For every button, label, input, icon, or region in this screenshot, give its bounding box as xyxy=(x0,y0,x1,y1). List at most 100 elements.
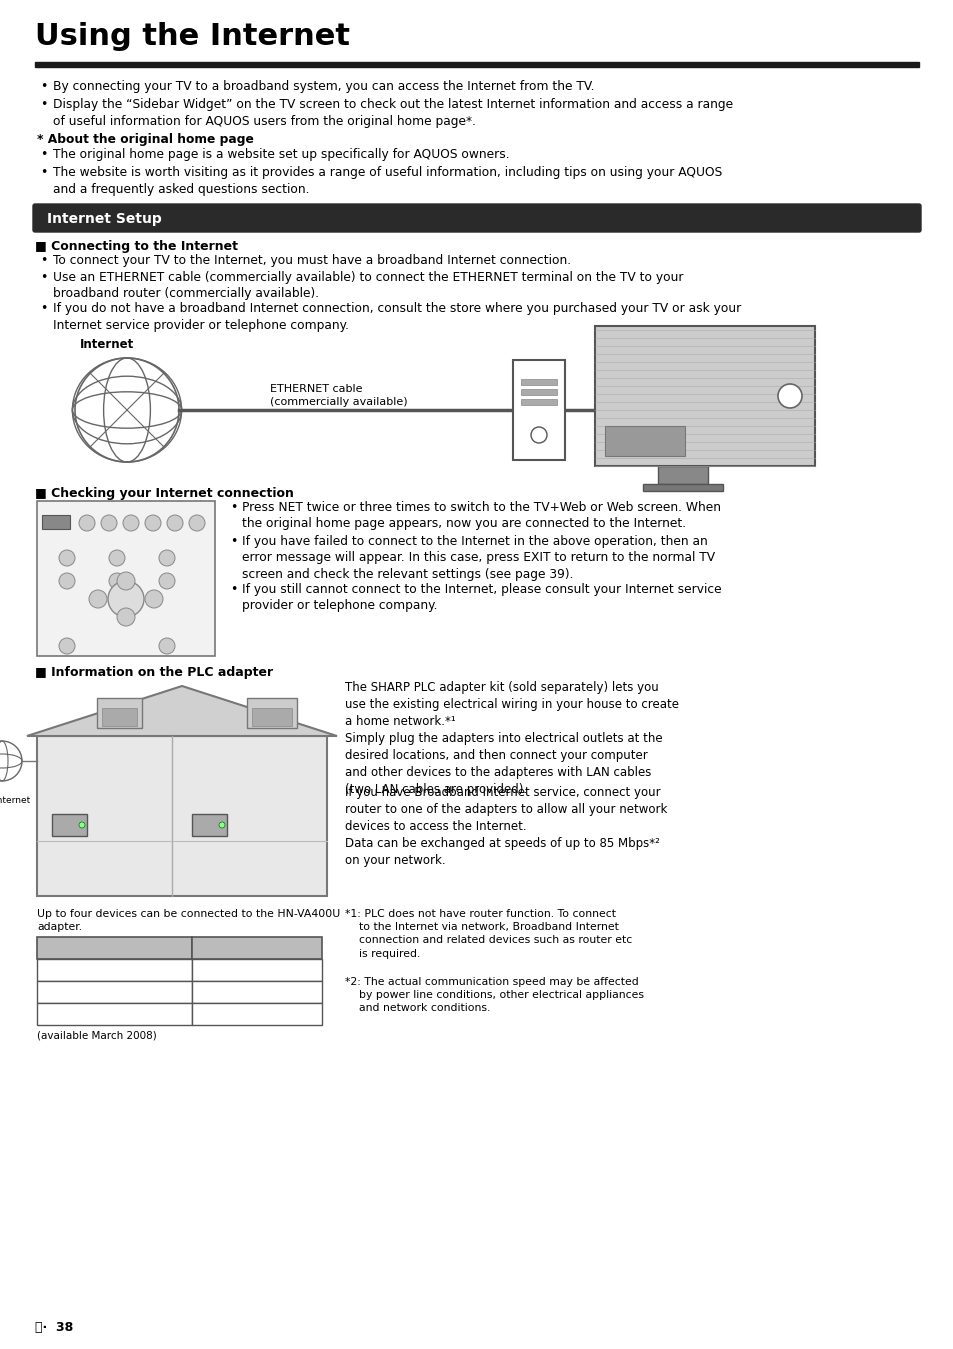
Text: ■ Checking your Internet connection: ■ Checking your Internet connection xyxy=(35,487,294,500)
Text: If you still cannot connect to the Internet, please consult your Internet servic: If you still cannot connect to the Inter… xyxy=(242,583,720,612)
Circle shape xyxy=(59,550,75,567)
Text: To connect your TV to the Internet, you must have a broadband Internet connectio: To connect your TV to the Internet, you … xyxy=(53,254,571,267)
Bar xyxy=(595,326,814,465)
Text: ENTER: ENTER xyxy=(116,596,136,602)
Circle shape xyxy=(117,608,135,626)
Text: Display the “Sidebar Widget” on the TV screen to check out the latest Internet i: Display the “Sidebar Widget” on the TV s… xyxy=(53,98,732,128)
Text: •: • xyxy=(40,302,48,316)
Bar xyxy=(520,389,557,395)
Bar xyxy=(192,959,322,981)
Bar xyxy=(604,426,684,456)
Circle shape xyxy=(59,573,75,590)
Bar xyxy=(192,813,227,836)
Circle shape xyxy=(79,822,85,828)
Circle shape xyxy=(89,590,107,608)
Text: RETURN: RETURN xyxy=(137,635,159,641)
Text: Press NET twice or three times to switch to the TV+Web or Web screen. When
the o: Press NET twice or three times to switch… xyxy=(242,500,720,530)
Text: *1: PLC does not have router function. To connect
    to the Internet via networ: *1: PLC does not have router function. T… xyxy=(345,909,632,959)
Polygon shape xyxy=(27,687,336,737)
Bar xyxy=(520,399,557,405)
Circle shape xyxy=(159,638,174,654)
Text: 4: 4 xyxy=(253,986,260,998)
Text: •: • xyxy=(230,500,237,514)
Bar xyxy=(37,981,192,1004)
Text: INPUT ʖBANNER: INPUT ʖBANNER xyxy=(42,521,81,526)
Text: VOL: VOL xyxy=(91,517,105,522)
Text: 1: 1 xyxy=(253,1008,260,1020)
Text: SURROUND: SURROUND xyxy=(45,546,73,550)
Text: (available March 2008): (available March 2008) xyxy=(37,1031,156,1040)
Text: If you do not have a broadband Internet connection, consult the store where you : If you do not have a broadband Internet … xyxy=(53,302,740,332)
Circle shape xyxy=(531,428,546,442)
Bar xyxy=(247,697,296,728)
Circle shape xyxy=(0,741,22,781)
Text: Internet: Internet xyxy=(80,339,134,351)
Circle shape xyxy=(159,573,174,590)
Text: •: • xyxy=(40,271,48,285)
Text: HN-VA100U: HN-VA100U xyxy=(81,1008,148,1020)
Bar xyxy=(37,500,214,656)
Circle shape xyxy=(59,638,75,654)
Text: Use an ETHERNET cable (commercially available) to connect the ETHERNET terminal : Use an ETHERNET cable (commercially avai… xyxy=(53,271,682,301)
Bar xyxy=(52,813,87,836)
Circle shape xyxy=(108,581,144,616)
Text: •: • xyxy=(40,166,48,179)
Circle shape xyxy=(123,515,139,532)
Bar xyxy=(35,62,918,67)
Bar xyxy=(642,484,722,491)
Bar xyxy=(42,515,70,529)
Text: HN-VA400U: HN-VA400U xyxy=(81,986,148,998)
Bar xyxy=(37,938,192,959)
Circle shape xyxy=(109,573,125,590)
Bar xyxy=(102,708,137,726)
Text: Number of ports: Number of ports xyxy=(202,942,312,955)
Circle shape xyxy=(145,515,161,532)
Circle shape xyxy=(778,384,801,407)
Text: ■ Information on the PLC adapter: ■ Information on the PLC adapter xyxy=(35,666,273,679)
Text: NET: NET xyxy=(42,511,55,517)
Bar xyxy=(97,697,142,728)
Circle shape xyxy=(167,515,183,532)
Bar xyxy=(252,708,292,726)
Bar xyxy=(658,465,707,484)
Bar xyxy=(520,379,557,384)
Text: •: • xyxy=(40,80,48,93)
Circle shape xyxy=(159,550,174,567)
FancyBboxPatch shape xyxy=(33,204,920,232)
Circle shape xyxy=(109,550,125,567)
Text: Model number: Model number xyxy=(67,942,162,955)
Text: If you have failed to connect to the Internet in the above operation, then an
er: If you have failed to connect to the Int… xyxy=(242,536,715,581)
Bar xyxy=(37,959,192,981)
Text: Up to four devices can be connected to the HN-VA400U
adapter.: Up to four devices can be connected to t… xyxy=(37,909,340,932)
Text: MUTE: MUTE xyxy=(147,546,161,550)
Text: The website is worth visiting as it provides a range of useful information, incl: The website is worth visiting as it prov… xyxy=(53,166,721,196)
Text: Internet: Internet xyxy=(0,796,30,805)
Bar xyxy=(192,981,322,1004)
Text: CH: CH xyxy=(132,517,141,522)
Text: Using the Internet: Using the Internet xyxy=(35,22,350,51)
Circle shape xyxy=(145,590,163,608)
Bar xyxy=(37,737,327,896)
Text: EXIT: EXIT xyxy=(45,635,59,641)
Text: MENU: MENU xyxy=(147,569,161,575)
Circle shape xyxy=(219,822,225,828)
Bar xyxy=(513,360,564,460)
Bar xyxy=(192,1004,322,1025)
Text: ⓔ·  38: ⓔ· 38 xyxy=(35,1321,73,1334)
Text: HN-VA401SU: HN-VA401SU xyxy=(77,963,152,977)
Bar xyxy=(192,938,322,959)
Text: 4 +1: 4 +1 xyxy=(242,963,271,977)
Text: •: • xyxy=(40,148,48,161)
Text: ■ Connecting to the Internet: ■ Connecting to the Internet xyxy=(35,240,237,254)
Circle shape xyxy=(79,515,95,532)
Text: FREEZE: FREEZE xyxy=(45,569,64,575)
Text: •: • xyxy=(230,583,237,596)
Text: The original home page is a website set up specifically for AQUOS owners.: The original home page is a website set … xyxy=(53,148,509,161)
Text: If you have Broadband Internet service, connect your
router to one of the adapte: If you have Broadband Internet service, … xyxy=(345,786,667,867)
Text: •: • xyxy=(40,254,48,267)
Circle shape xyxy=(75,357,179,461)
Text: •: • xyxy=(40,98,48,111)
Circle shape xyxy=(117,572,135,590)
Text: ETHERNET cable
(commercially available): ETHERNET cable (commercially available) xyxy=(270,384,407,407)
Bar xyxy=(37,1004,192,1025)
